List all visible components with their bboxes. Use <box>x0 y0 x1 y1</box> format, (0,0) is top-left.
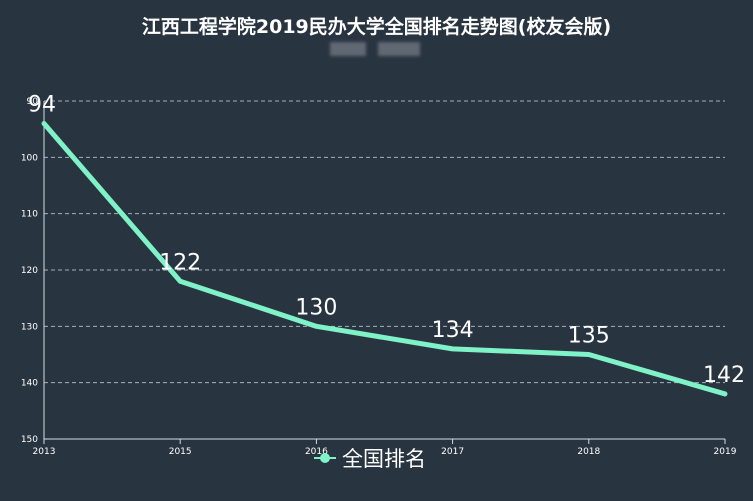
data-point <box>723 391 727 396</box>
blurred-subtitle <box>330 42 420 56</box>
data-label: 135 <box>568 324 610 349</box>
y-tick-label: 140 <box>21 379 38 389</box>
legend[interactable]: 全国排名 <box>314 445 426 471</box>
series-line <box>41 121 728 397</box>
y-tick-label: 150 <box>21 435 38 445</box>
x-tick-label: 2018 <box>577 447 600 457</box>
data-point <box>42 121 46 126</box>
x-tick-label: 2017 <box>441 447 464 457</box>
y-tick-label: 90 <box>27 97 39 107</box>
y-tick-label: 130 <box>21 322 38 332</box>
data-label: 130 <box>295 295 337 320</box>
data-label: 142 <box>703 363 745 388</box>
y-tick-label: 100 <box>21 153 38 163</box>
data-label: 122 <box>159 250 201 275</box>
legend-marker-icon <box>314 447 336 469</box>
data-point <box>314 324 319 329</box>
y-tick-label: 110 <box>21 210 38 220</box>
data-point <box>450 346 455 351</box>
x-tick-label: 2015 <box>169 447 192 457</box>
legend-label: 全国排名 <box>342 447 426 471</box>
data-label: 94 <box>28 93 56 118</box>
x-tick-label: 2013 <box>33 447 56 457</box>
x-tick-label: 2016 <box>305 447 328 457</box>
chart-title: 江西工程学院2019民办大学全国排名走势图(校友会版) <box>141 16 612 38</box>
data-point <box>178 279 183 284</box>
y-tick-label: 120 <box>21 266 38 276</box>
x-tick-label: 2019 <box>714 447 737 457</box>
data-label: 134 <box>432 318 474 343</box>
data-point <box>586 352 591 357</box>
